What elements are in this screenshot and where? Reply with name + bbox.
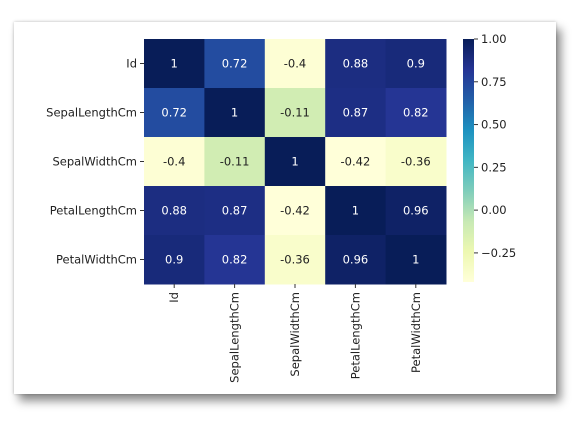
heatmap-cells: 1 0.72 -0.4 0.88 0.9 0.72 1 -0.11 0.87 0.82 -0.4 -0… [144,39,447,285]
heatmap-cell [204,186,266,236]
heatmap-cell [385,39,447,89]
heatmap-cell [385,186,447,236]
cell-value-label: 0.72 [222,57,248,71]
heatmap-cell [264,39,326,89]
heatmap-cell [325,137,387,187]
cell-value-label: -0.36 [280,253,310,267]
heatmap-cell [264,186,326,236]
cell-value-label: -0.42 [341,155,371,169]
heatmap-cell [264,137,326,187]
row-label: PetalWidthCm [56,253,137,267]
heatmap-cell [385,235,447,285]
colorbar-tick-label: 0.50 [481,118,507,132]
cell-value-label: -0.11 [280,106,310,120]
cell-value-label: 0.72 [161,106,187,120]
heatmap-cell [144,88,205,138]
cell-value-label: 0.96 [343,253,369,267]
cell-value-label: 0.88 [161,204,187,218]
cell-value-label: 1 [231,106,238,120]
heatmap-cell [144,137,205,187]
cell-value-label: -0.4 [163,155,185,169]
heatmap-cell [385,88,447,138]
heatmap-cell [144,39,205,89]
heatmap-cell [325,88,387,138]
heatmap-cell [264,235,326,285]
heatmap-cell [385,137,447,187]
row-labels: Id SepalLengthCm SepalWidthCm PetalLengthCm… [46,57,144,267]
heatmap-cell [204,88,266,138]
cell-value-label: 0.88 [343,57,369,71]
heatmap-cell [325,39,387,89]
column-label: SepalWidthCm [288,292,302,377]
heatmap-cell [144,186,205,236]
heatmap-cell [144,235,205,285]
heatmap-cell [325,186,387,236]
cell-value-label: -0.11 [220,155,250,169]
cell-value-label: 1 [352,204,359,218]
row-label: SepalWidthCm [52,155,137,169]
cell-value-label: 0.9 [407,57,425,71]
row-label: PetalLengthCm [50,204,137,218]
row-label: Id [126,57,137,71]
cell-value-label: 0.82 [222,253,248,267]
cell-value-label: 1 [291,155,298,169]
heatmap-cell [204,235,266,285]
cell-value-label: 0.87 [343,106,369,120]
cell-value-label: 0.9 [165,253,183,267]
cell-value-label: 0.87 [222,204,248,218]
cell-value-label: 0.82 [403,106,429,120]
cell-value-label: -0.42 [280,204,310,218]
colorbar-tick-label: 0.00 [481,203,507,217]
column-label: PetalLengthCm [348,292,362,379]
cell-value-label: -0.36 [401,155,431,169]
heatmap-cell [204,137,266,187]
cell-value-label: 1 [412,253,419,267]
cell-value-label: -0.4 [284,57,306,71]
colorbar: 1.00 0.75 0.50 0.25 0.00 −0.25 [463,32,516,282]
column-label: SepalLengthCm [228,292,242,383]
column-label: PetalWidthCm [409,292,423,373]
colorbar-tick-label: −0.25 [481,246,516,260]
heatmap-cell [325,235,387,285]
row-label: SepalLengthCm [46,106,137,120]
colorbar-tick-label: 1.00 [481,32,507,46]
column-labels: Id SepalLengthCm SepalWidthCm PetalLengthCm… [167,284,423,383]
colorbar-tick-label: 0.75 [481,75,507,89]
colorbar-tick-label: 0.25 [481,160,507,174]
cell-value-label: 0.96 [403,204,429,218]
cell-value-label: 1 [171,57,178,71]
heatmap-cell [204,39,266,89]
column-label: Id [167,292,181,303]
heatmap-cell [264,88,326,138]
colorbar-bar [463,39,474,282]
